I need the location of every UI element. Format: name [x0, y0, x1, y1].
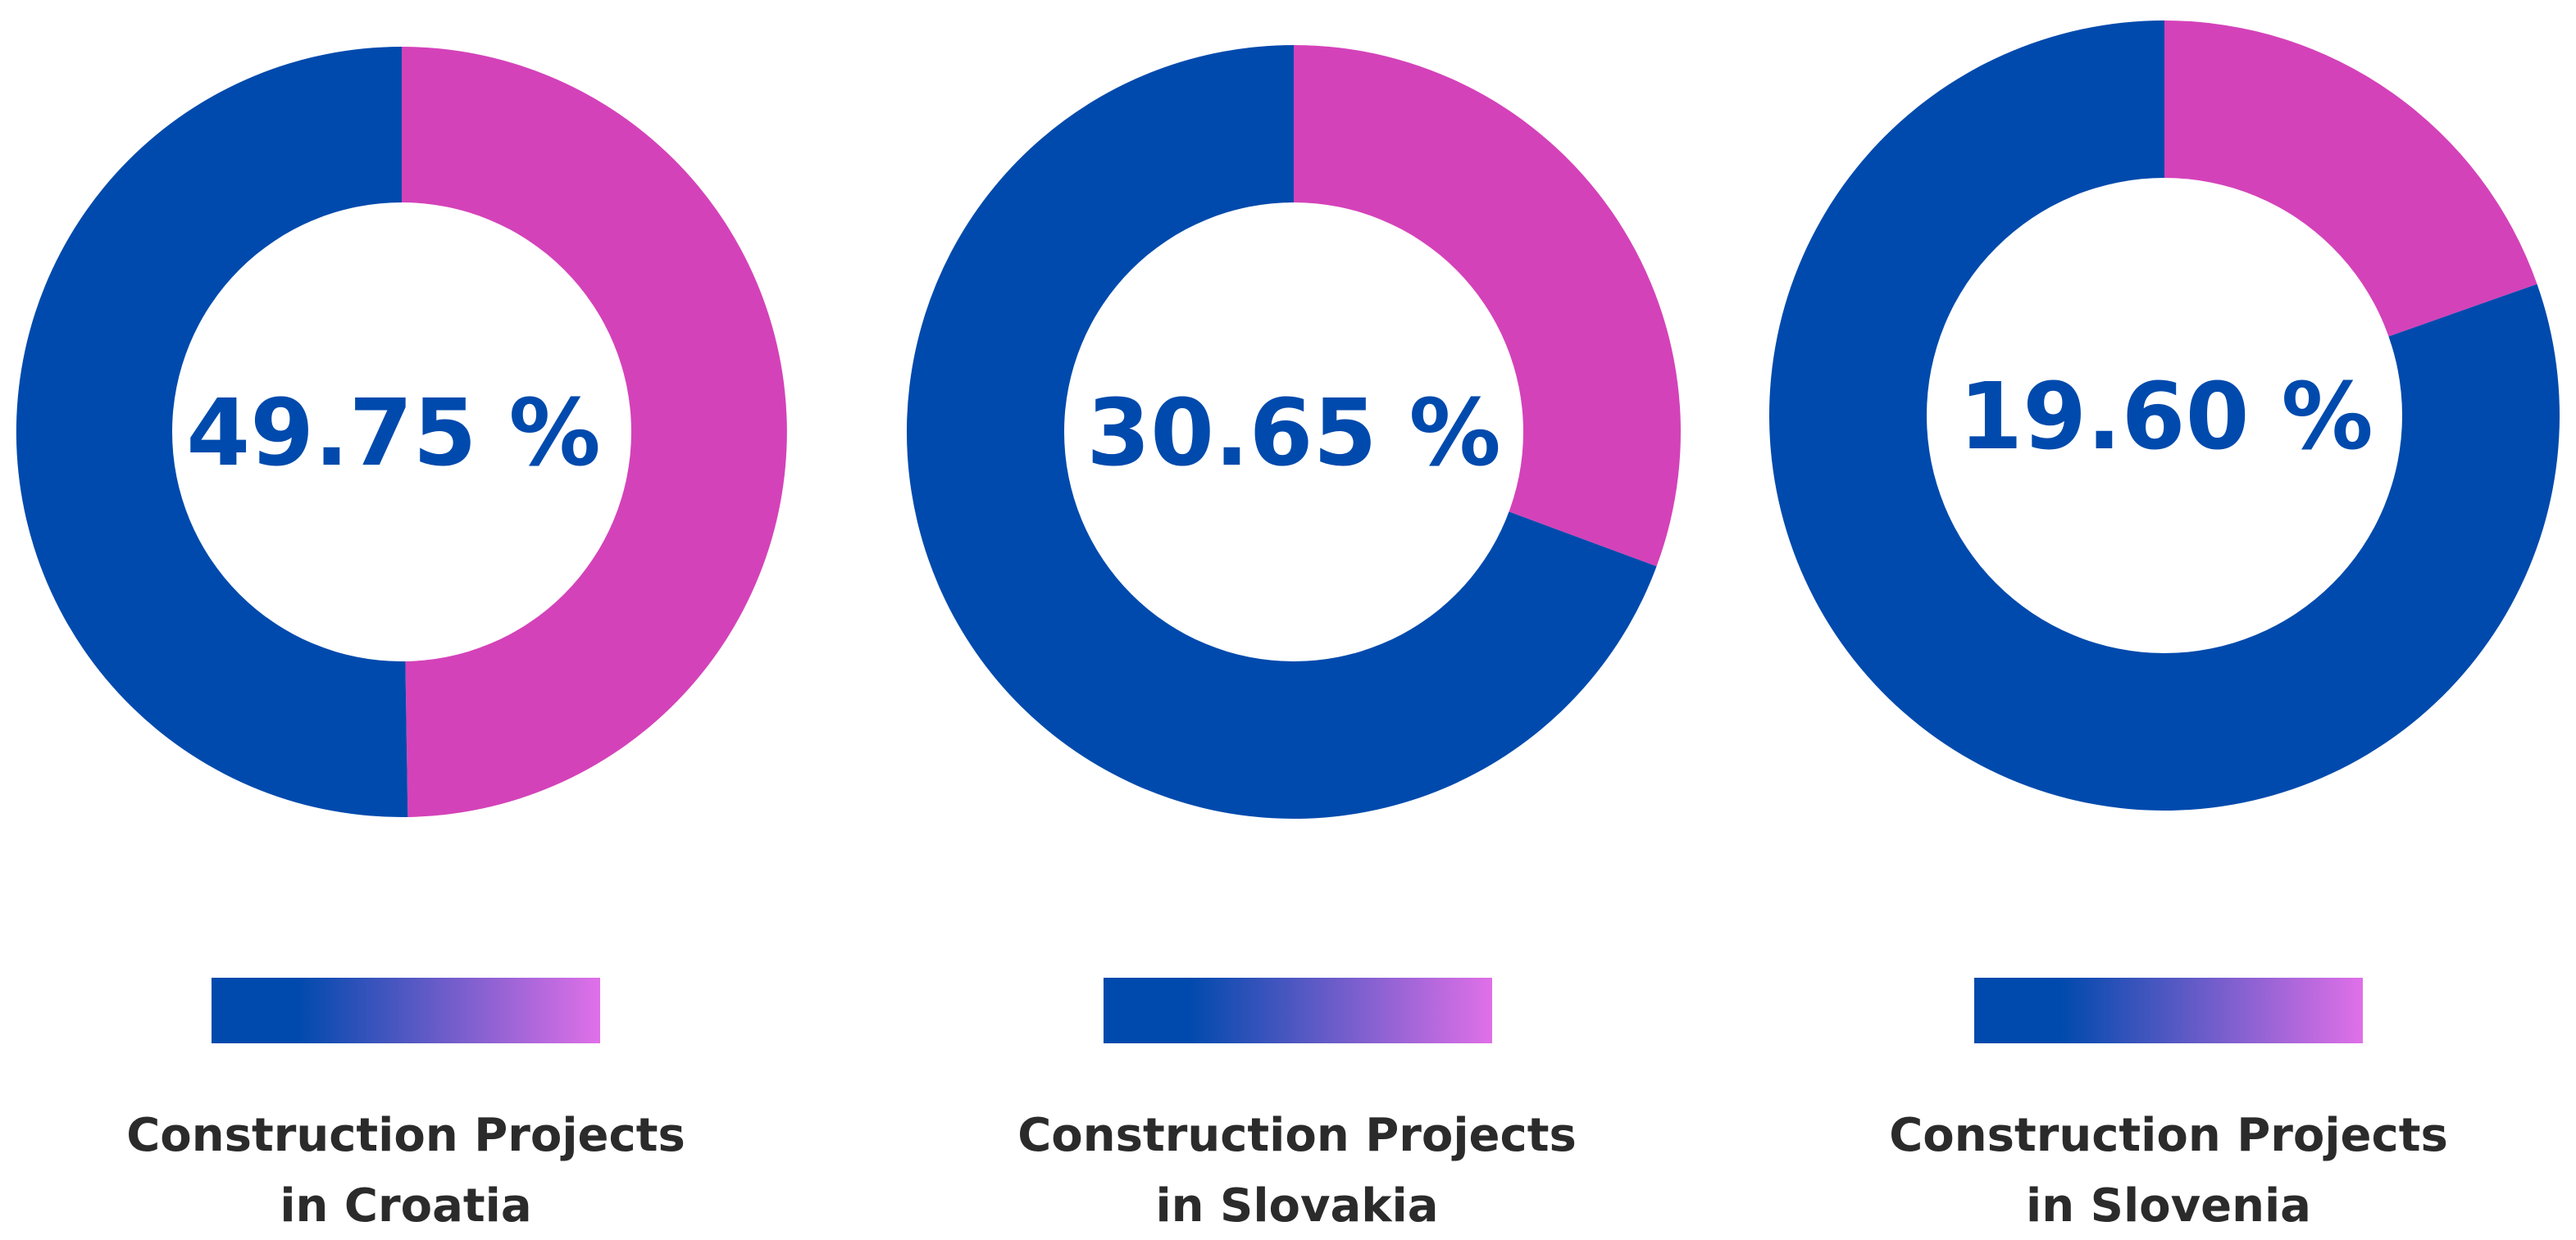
donut-center-value: 19.60 %: [1959, 364, 2373, 470]
legend-gradient-swatch: [1104, 978, 1492, 1043]
donut-chart-3: 19.60 % Construction Projects in Slovenia: [1768, 20, 2560, 1233]
legend-gradient-swatch: [1974, 978, 2363, 1043]
chart-caption-line-2: in Slovakia: [1155, 1179, 1438, 1233]
chart-caption-line-1: Construction Projects: [1017, 1109, 1577, 1162]
donut-hole: [1064, 202, 1523, 661]
chart-caption-line-1: Construction Projects: [1889, 1109, 2448, 1162]
donut-hole: [1927, 178, 2402, 653]
chart-caption-line-2: in Slovenia: [2026, 1179, 2311, 1233]
donut-center-value: 30.65 %: [1086, 380, 1500, 487]
chart-caption-line-1: Construction Projects: [126, 1109, 685, 1162]
chart-caption-line-2: in Croatia: [280, 1179, 531, 1233]
donut-chart-2: 30.65 % Construction Projects in Slovakia: [906, 45, 1681, 1233]
donut-center-value: 49.75 %: [186, 380, 600, 487]
donut-chart-1: 49.75 % Construction Projects in Croatia: [16, 46, 787, 1233]
donut-hole: [172, 202, 631, 661]
legend-gradient-swatch: [212, 978, 600, 1043]
